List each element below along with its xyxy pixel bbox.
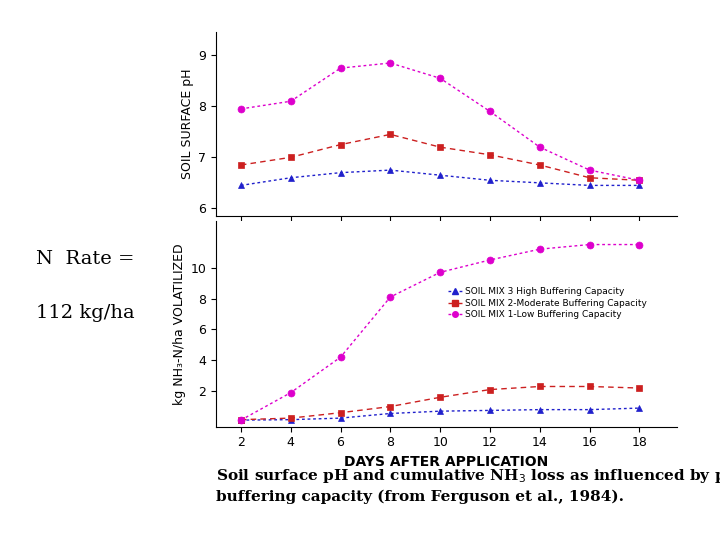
- X-axis label: DAYS AFTER APPLICATION: DAYS AFTER APPLICATION: [344, 455, 549, 469]
- Legend: SOIL MIX 3 High Buffering Capacity, SOIL MIX 2-Moderate Buffering Capacity, SOIL: SOIL MIX 3 High Buffering Capacity, SOIL…: [445, 284, 651, 323]
- Text: N  Rate =: N Rate =: [36, 250, 135, 268]
- Y-axis label: SOIL SURFACE pH: SOIL SURFACE pH: [181, 69, 194, 179]
- Text: Soil surface pH and cumulative NH$_3$ loss as influenced by pH
buffering capacit: Soil surface pH and cumulative NH$_3$ lo…: [216, 467, 720, 504]
- Y-axis label: kg NH₃-N/ha VOLATILIZED: kg NH₃-N/ha VOLATILIZED: [174, 243, 186, 405]
- Text: 112 kg/ha: 112 kg/ha: [36, 304, 135, 322]
